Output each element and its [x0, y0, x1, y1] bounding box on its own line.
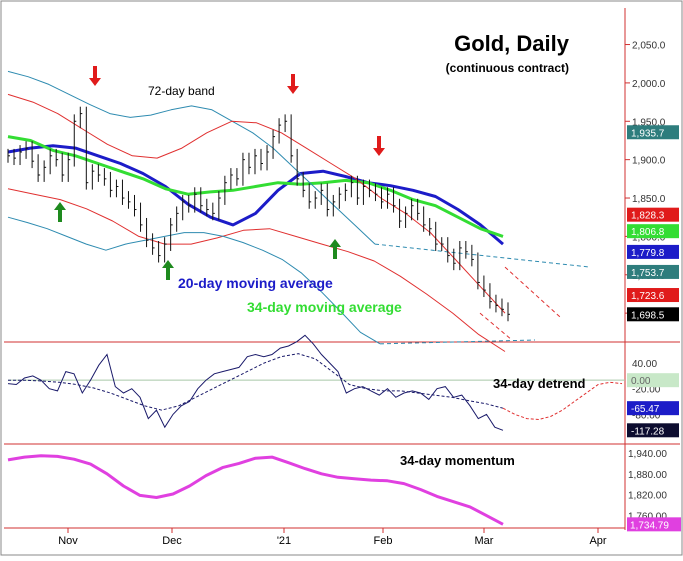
- detrend-tag-label: -117.28: [631, 426, 665, 437]
- price-series-line-3: [7, 70, 376, 245]
- price-tag: 1,828.3: [627, 207, 679, 222]
- detrend-tag-box: [627, 373, 679, 388]
- detrend-smoothed-line: [8, 353, 504, 411]
- price-tag: 1,753.7: [627, 264, 679, 279]
- price-tag-box: [627, 207, 679, 222]
- price-tag: 1,779.8: [627, 244, 679, 259]
- price-series-line-5: [7, 188, 506, 352]
- detrend-y-tick-label: -20.00: [632, 385, 661, 396]
- price-tag-box: [627, 125, 679, 140]
- arrow-down-icon: [89, 66, 101, 86]
- price-tag: 1,698.5: [627, 307, 679, 322]
- annotation-20-day-ma: 20-day moving average: [178, 275, 333, 291]
- momentum-tag-label: 1,734.79: [630, 520, 669, 531]
- projection-inner-upper: [504, 266, 561, 318]
- price-tag: 1,935.7: [627, 125, 679, 139]
- price-tag-label: 1,698.5: [631, 310, 665, 321]
- detrend-tag-label: 0.00: [631, 376, 651, 387]
- price-tag-box: [627, 224, 679, 239]
- x-tick-21: '21: [277, 535, 291, 547]
- arrow-up-icon: [54, 202, 66, 222]
- detrend-y-tick-label: 40.00: [632, 359, 657, 370]
- detrend-tag: 0.00: [627, 373, 679, 388]
- price-tag-label: 1,828.3: [631, 211, 665, 222]
- projection-outer-upper: [374, 243, 591, 268]
- price-series-line-4: [7, 93, 506, 314]
- price-tag-box: [627, 288, 679, 303]
- detrend-y-tick-label: -80.00: [632, 410, 661, 421]
- annotation-34-day-ma: 34-day moving average: [247, 299, 402, 315]
- detrend-tag: -117.28: [627, 423, 679, 438]
- price-tag: 1,723.6: [627, 288, 679, 303]
- detrend-line: [7, 334, 504, 431]
- price-y-tick-label: 1,900.0: [632, 156, 666, 167]
- price-y-tick-label: 2,050.0: [632, 41, 666, 52]
- annotation-72-day-band: 72-day band: [148, 84, 215, 98]
- x-tick-mar: Mar: [475, 535, 494, 547]
- momentum-y-tick-label: 1,820.00: [628, 491, 667, 502]
- momentum-tag: 1,734.79: [627, 517, 681, 532]
- momentum-title: 34-day momentum: [400, 453, 515, 468]
- price-y-tick-label: 1,950.0: [632, 117, 666, 128]
- price-tag-box: [627, 244, 679, 259]
- detrend-tag: -65.47: [627, 401, 679, 416]
- price-y-tick-label: 1,850.0: [632, 194, 666, 205]
- price-tag-label: 1,806.8: [631, 227, 665, 238]
- price-y-tick-label: 2,000.0: [632, 79, 666, 90]
- arrow-down-icon: [373, 136, 385, 156]
- price-tag-box: [627, 307, 679, 322]
- price-tag-box: [627, 264, 679, 279]
- price-tag-label: 1,935.7: [631, 128, 665, 139]
- arrow-up-icon: [162, 260, 174, 280]
- momentum-line: [7, 454, 504, 526]
- detrend-tag-box: [627, 401, 679, 416]
- chart-title: Gold, Daily: [454, 31, 570, 56]
- price-series-line-2: [7, 135, 504, 238]
- detrend-tag-box: [627, 423, 679, 438]
- price-tag-label: 1,723.6: [631, 291, 665, 302]
- chart-subtitle: (continuous contract): [446, 61, 569, 75]
- projection-outer-lower: [379, 339, 536, 345]
- price-tag-label: 1,779.8: [631, 248, 665, 259]
- arrow-up-icon: [329, 239, 341, 259]
- momentum-y-tick-label: 1,880.00: [628, 470, 667, 481]
- momentum-y-tick-label: 1,760.00: [628, 512, 667, 523]
- x-tick-nov: Nov: [58, 535, 78, 547]
- momentum-y-tick-label: 1,940.00: [628, 449, 667, 460]
- price-series-line-6: [7, 216, 381, 345]
- x-tick-apr: Apr: [589, 535, 606, 547]
- x-tick-feb: Feb: [374, 535, 393, 547]
- detrend-projection-line: [502, 381, 623, 421]
- detrend-title: 34-day detrend: [493, 376, 586, 391]
- arrow-down-icon: [287, 74, 299, 94]
- price-tag-label: 1,753.7: [631, 268, 665, 279]
- price-series-line-1: [7, 144, 504, 246]
- x-tick-dec: Dec: [162, 535, 182, 547]
- price-tag: 1,806.8: [627, 224, 679, 239]
- momentum-tag-box: [627, 517, 681, 532]
- detrend-tag-label: -65.47: [631, 404, 660, 415]
